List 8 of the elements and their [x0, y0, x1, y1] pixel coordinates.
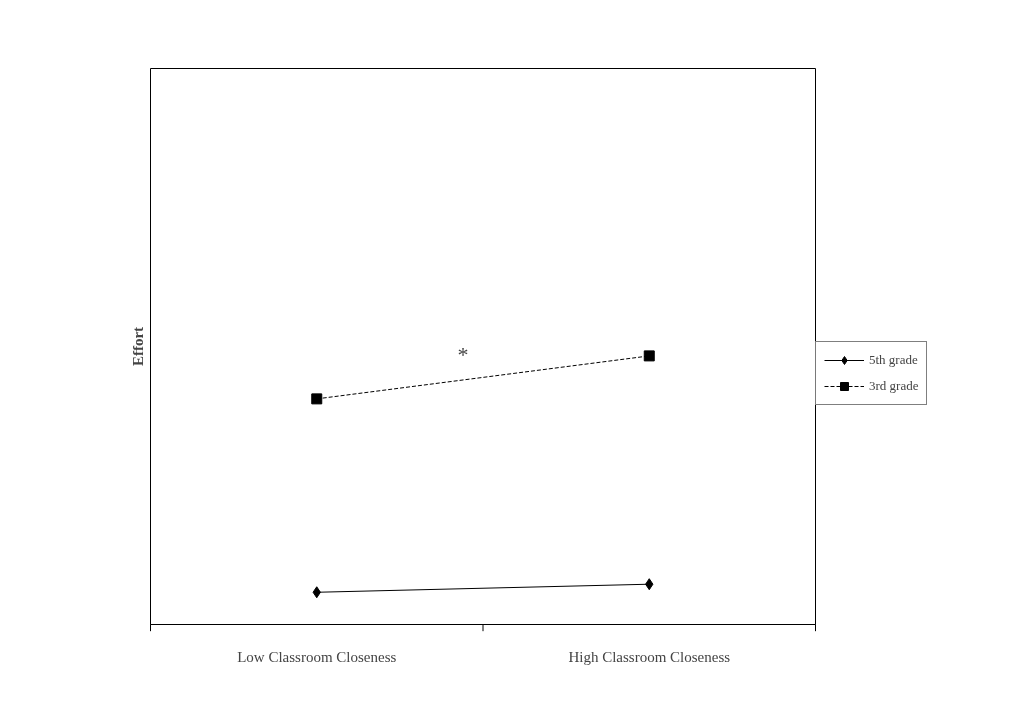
y-axis-title: Effort — [129, 326, 146, 367]
point — [311, 393, 323, 405]
annotation: * — [457, 341, 469, 367]
point — [643, 350, 655, 362]
x-tick-label: Low Classroom Closeness — [237, 648, 397, 665]
x-tick-label: High Classroom Closeness — [568, 648, 731, 665]
legend-label: 3rd grade — [869, 378, 919, 394]
legend-label: 5th grade — [869, 352, 918, 368]
